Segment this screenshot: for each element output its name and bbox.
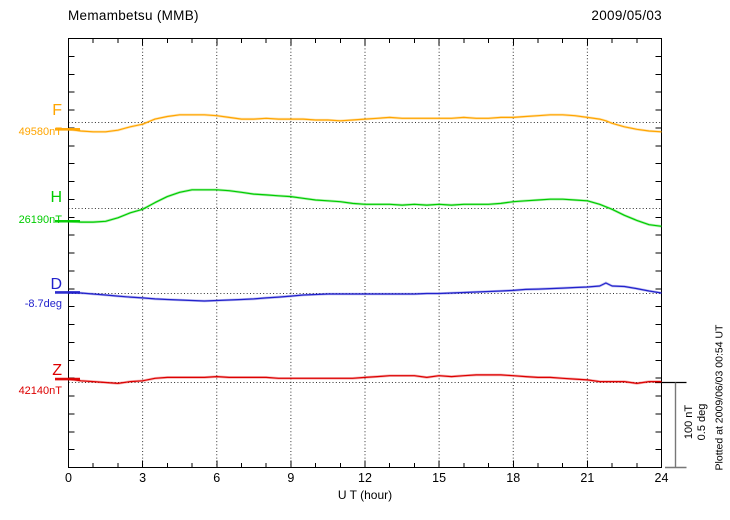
x-tick-label-12: 12 (358, 471, 372, 485)
series-baseline-F: 49580nT (18, 126, 62, 138)
x-tick-label-21: 21 (580, 471, 595, 485)
x-axis-label: U T (hour) (337, 488, 393, 502)
trace-halo-D (68, 281, 662, 303)
series-label-Z: Z (52, 362, 62, 379)
scale-bar-deg: 0.5 deg (696, 403, 708, 441)
series-label-H: H (50, 189, 62, 206)
series-baseline-D: -8.7deg (24, 298, 62, 310)
trace-halo-F (68, 113, 662, 134)
series-label-F: F (52, 102, 62, 119)
plot-frame (68, 38, 662, 468)
plotted-at-stamp: Plotted at 2009/06/03 00:54 UT (713, 324, 726, 471)
x-tick-label-6: 6 (213, 471, 221, 485)
x-tick-label-9: 9 (287, 471, 295, 485)
trace-D (68, 282, 662, 302)
x-tick-label-3: 3 (139, 471, 147, 485)
series-label-D: D (50, 276, 62, 293)
trace-H (68, 189, 662, 227)
observation-date: 2009/05/03 (591, 8, 662, 23)
x-tick-label-24: 24 (654, 471, 669, 485)
trace-Z (68, 374, 662, 384)
scale-bar-nt: 100 nT (683, 404, 695, 440)
series-baseline-Z: 42140nT (18, 385, 62, 397)
scale-bar-caption: 100 nT 0.5 deg (683, 387, 709, 457)
series-baseline-H: 26190nT (18, 214, 62, 226)
x-tick-label-18: 18 (506, 471, 521, 485)
x-tick-label-0: 0 (65, 471, 72, 485)
x-tick-label-15: 15 (432, 471, 447, 485)
trace-F (68, 114, 662, 133)
page-title: Memambetsu (MMB) (68, 8, 199, 23)
